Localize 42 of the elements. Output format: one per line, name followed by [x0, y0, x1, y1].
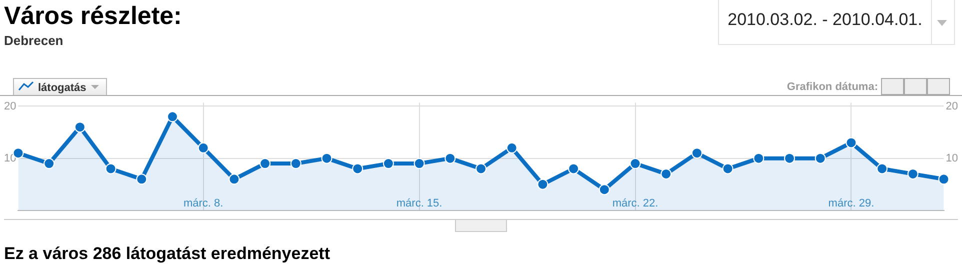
x-tick-label: márc. 15.	[396, 197, 442, 210]
point	[382, 158, 394, 170]
point	[74, 122, 86, 133]
point	[260, 158, 271, 170]
point	[414, 158, 425, 170]
point	[136, 174, 148, 185]
point	[537, 178, 548, 190]
text: Grafikon dátuma:	[786, 81, 878, 93]
point	[476, 163, 486, 174]
point	[290, 158, 302, 170]
point	[506, 142, 518, 154]
point	[722, 163, 734, 174]
point	[598, 184, 610, 196]
point	[228, 174, 240, 185]
point	[44, 158, 55, 170]
point	[166, 111, 178, 122]
point	[568, 163, 580, 174]
x-tick-label: márc. 22.	[612, 197, 658, 210]
point	[352, 163, 364, 174]
point	[321, 152, 332, 164]
text: 2010.03.02. - 2010.04.01.	[718, 0, 932, 45]
point	[784, 152, 796, 164]
y2-tick-label: 10	[946, 152, 958, 164]
chart-subtitle: Debrecen	[4, 33, 64, 48]
point	[907, 168, 918, 180]
point	[814, 152, 826, 164]
point	[876, 163, 888, 174]
y2-tick-label: 20	[946, 100, 958, 112]
point	[660, 168, 672, 180]
legend-label: látogatás	[38, 82, 86, 94]
point	[691, 148, 702, 159]
point	[198, 142, 209, 154]
x-tick-label: márc. 8.	[183, 197, 224, 210]
point	[630, 158, 641, 170]
point	[105, 163, 116, 174]
point	[444, 152, 456, 164]
point	[938, 174, 950, 185]
x-tick-label: márc. 29.	[828, 197, 874, 210]
point	[753, 152, 764, 164]
chart-title: Város részlete:	[4, 2, 182, 31]
text: Ez a város 286 látogatást eredményezett	[4, 244, 330, 264]
point	[846, 137, 857, 148]
